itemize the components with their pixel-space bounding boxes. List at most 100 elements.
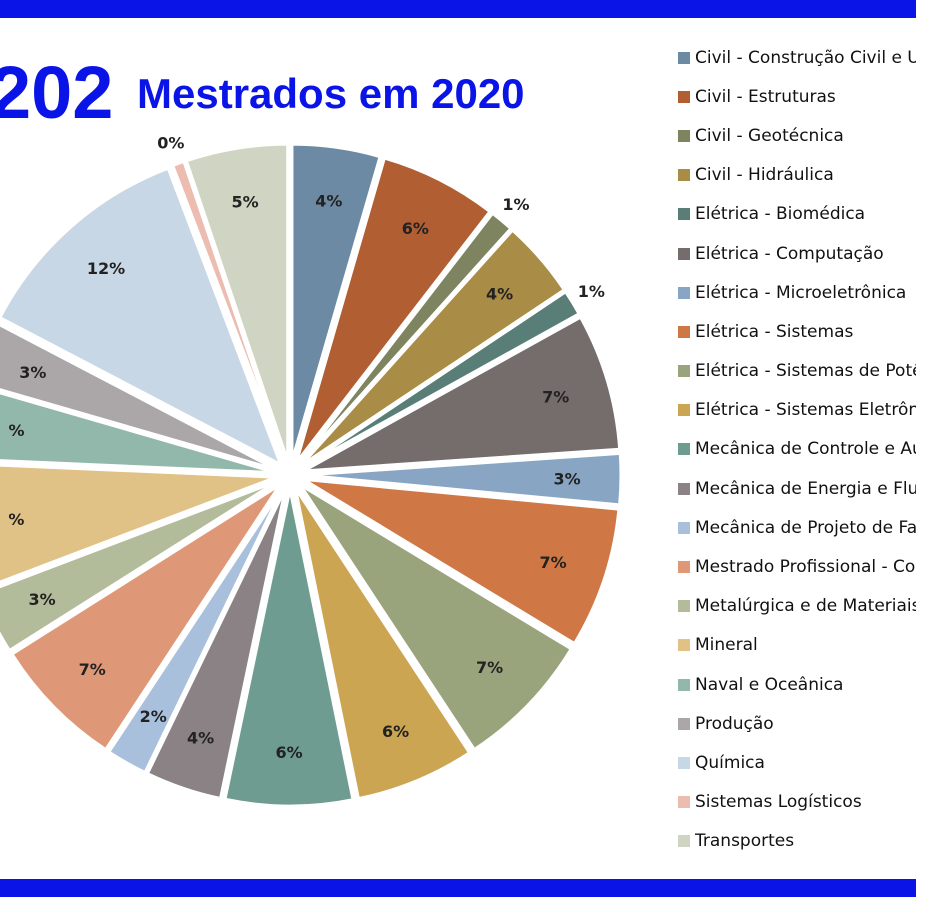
pie-slice bbox=[301, 289, 582, 470]
legend-item: Elétrica - Sistemas de Potência bbox=[678, 352, 936, 391]
legend-item: Naval e Oceânica bbox=[678, 665, 936, 704]
legend-label: Elétrica - Sistemas Eletrônicos bbox=[695, 400, 936, 421]
legend-swatch bbox=[678, 90, 690, 103]
slice-label: 1% bbox=[578, 282, 605, 301]
legend-item: Produção bbox=[678, 704, 936, 743]
legend-swatch bbox=[678, 365, 690, 378]
pie-slice bbox=[145, 487, 287, 801]
slice-label: 6% bbox=[402, 219, 429, 238]
legend-label: Mestrado Profissional - Construção bbox=[695, 557, 936, 578]
pie-center bbox=[280, 465, 300, 485]
slice-label: 4% bbox=[486, 285, 513, 304]
legend-swatch bbox=[678, 208, 690, 221]
legend-swatch bbox=[678, 325, 690, 338]
slice-label: 4% bbox=[187, 728, 214, 747]
legend-swatch bbox=[678, 639, 690, 652]
legend-label: Naval e Oceânica bbox=[695, 674, 844, 695]
legend-item: Transportes bbox=[678, 822, 936, 861]
legend-swatch bbox=[678, 169, 690, 182]
legend-label: Produção bbox=[695, 713, 774, 734]
slice-label: 7% bbox=[542, 387, 569, 406]
legend-label: Elétrica - Sistemas bbox=[695, 321, 854, 342]
legend-label: Química bbox=[695, 752, 765, 773]
slice-label: 7% bbox=[476, 658, 503, 677]
legend-label: Metalúrgica e de Materiais bbox=[695, 596, 921, 617]
legend-label: Civil - Geotécnica bbox=[695, 125, 844, 146]
pie-slice bbox=[297, 211, 513, 466]
slice-label: 12% bbox=[87, 259, 125, 278]
legend-swatch bbox=[678, 796, 690, 809]
legend-item: Elétrica - Biomédica bbox=[678, 195, 936, 234]
legend-label: Elétrica - Microeletrônica bbox=[695, 282, 907, 303]
slice-label: 3% bbox=[19, 363, 46, 382]
legend-label: Mecânica de Energia e Fluidos bbox=[695, 478, 936, 499]
legend-swatch bbox=[678, 443, 690, 456]
pie-slice bbox=[302, 315, 622, 473]
legend-item: Metalúrgica e de Materiais bbox=[678, 587, 936, 626]
legend-item: Elétrica - Computação bbox=[678, 234, 936, 273]
pie-slice bbox=[106, 486, 285, 775]
legend-label: Civil - Hidráulica bbox=[695, 165, 834, 186]
legend-swatch bbox=[678, 247, 690, 260]
legend-label: Mecânica de Controle e Automação bbox=[695, 439, 936, 460]
slice-label: 1% bbox=[502, 195, 529, 214]
slice-label: 6% bbox=[276, 743, 303, 762]
pie-slice bbox=[0, 323, 278, 472]
legend-swatch bbox=[678, 756, 690, 769]
legend-swatch bbox=[678, 482, 690, 495]
legend-item: Mestrado Profissional - Construção bbox=[678, 547, 936, 586]
legend-swatch bbox=[678, 600, 690, 613]
legend-item: Civil - Estruturas bbox=[678, 77, 936, 116]
slice-label: 6% bbox=[382, 722, 409, 741]
legend-swatch bbox=[678, 521, 690, 534]
legend-label: Elétrica - Sistemas de Potência bbox=[695, 361, 936, 382]
slice-label: % bbox=[9, 421, 25, 440]
pie-slice bbox=[170, 159, 287, 463]
legend-item: Mecânica de Energia e Fluidos bbox=[678, 469, 936, 508]
slice-label: 4% bbox=[315, 192, 342, 211]
legend-swatch bbox=[678, 404, 690, 417]
pie-slice bbox=[0, 391, 277, 475]
legend-item: Civil - Geotécnica bbox=[678, 116, 936, 155]
legend-swatch bbox=[678, 129, 690, 142]
legend-item: Elétrica - Microeletrônica bbox=[678, 273, 936, 312]
legend-item: Mineral bbox=[678, 626, 936, 665]
slice-label: 2% bbox=[140, 707, 167, 726]
slice-label: 7% bbox=[79, 660, 106, 679]
legend-item: Mecânica de Projeto de Fabricação bbox=[678, 508, 936, 547]
legend-item: Civil - Construção Civil e Urbana bbox=[678, 38, 936, 77]
chart-title: Mestrados em 2020 bbox=[137, 70, 525, 117]
pie-slice bbox=[184, 142, 290, 462]
legend-swatch bbox=[678, 286, 690, 299]
legend-label: Elétrica - Biomédica bbox=[695, 204, 866, 225]
pie-slice bbox=[303, 451, 623, 507]
legend-item: Mecânica de Controle e Automação bbox=[678, 430, 936, 469]
pie-slice bbox=[293, 487, 472, 801]
slice-label: % bbox=[8, 510, 24, 529]
slice-label: 7% bbox=[540, 553, 567, 572]
pie-slice bbox=[294, 156, 493, 464]
legend-item: Sistemas Logísticos bbox=[678, 783, 936, 822]
pie-slice bbox=[9, 483, 282, 752]
slice-label: 5% bbox=[232, 193, 259, 212]
pie-slice bbox=[302, 477, 621, 646]
legend-swatch bbox=[678, 561, 690, 574]
legend-label: Transportes bbox=[695, 831, 795, 852]
legend-item: Elétrica - Sistemas Eletrônicos bbox=[678, 391, 936, 430]
top-border-bar bbox=[0, 0, 936, 18]
pie-slice bbox=[0, 479, 279, 653]
legend-item: Civil - Hidráulica bbox=[678, 156, 936, 195]
pie-slice bbox=[223, 488, 355, 808]
total-count: 202 bbox=[0, 51, 114, 134]
legend-label: Mineral bbox=[695, 635, 758, 656]
slice-label: 3% bbox=[28, 590, 55, 609]
legend: Civil - Construção Civil e Urbana Civil -… bbox=[678, 38, 936, 861]
pie-slice bbox=[299, 227, 567, 468]
legend-label: Civil - Construção Civil e Urbana bbox=[695, 47, 936, 68]
pie-slice bbox=[290, 142, 382, 462]
legend-swatch bbox=[678, 835, 690, 848]
legend-swatch bbox=[678, 51, 690, 64]
legend-label: Sistemas Logísticos bbox=[695, 792, 862, 813]
legend-label: Elétrica - Computação bbox=[695, 243, 884, 264]
